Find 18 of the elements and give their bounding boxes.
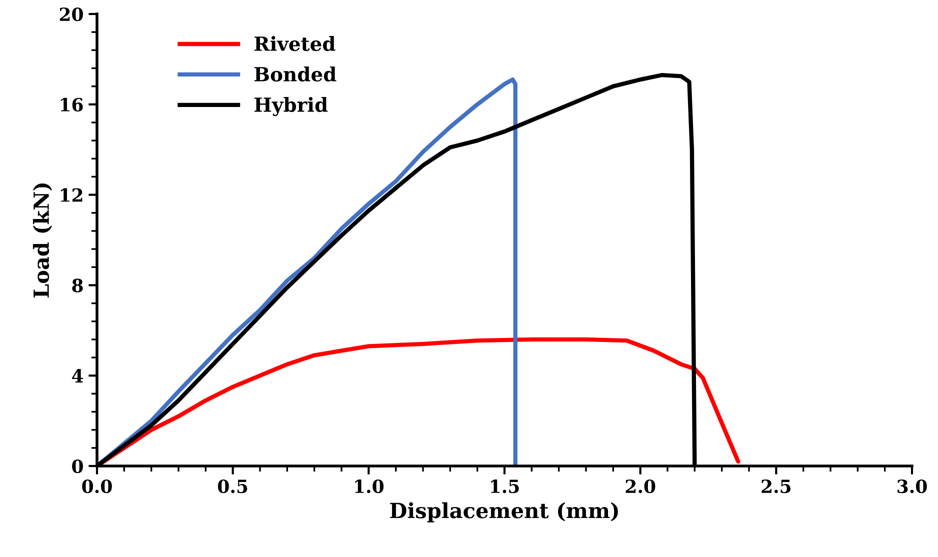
x-tick-label: 3.0 xyxy=(898,480,927,494)
x-tick-label: 1.0 xyxy=(355,480,384,494)
y-tick-label: 12 xyxy=(60,188,82,202)
x-axis-title: Displacement (mm) xyxy=(390,502,618,522)
x-tick-label: 1.5 xyxy=(491,480,519,494)
y-tick-label: 0 xyxy=(72,459,83,474)
legend-label: Bonded xyxy=(254,66,336,82)
y-tick-label: 4 xyxy=(72,369,84,382)
x-tick-label: 0.0 xyxy=(82,480,112,494)
x-tick-label: 0.5 xyxy=(218,480,248,494)
x-tick-label: 2.0 xyxy=(626,480,656,494)
y-tick-label: 20 xyxy=(60,7,83,22)
x-tick-label: 2.5 xyxy=(762,480,791,494)
y-axis-title: Load (kN) xyxy=(32,183,52,298)
legend-label: Riveted xyxy=(254,36,336,52)
y-tick-label: 8 xyxy=(72,278,83,292)
y-tick-label: 16 xyxy=(60,98,83,112)
legend-label: Hybrid xyxy=(254,96,328,116)
